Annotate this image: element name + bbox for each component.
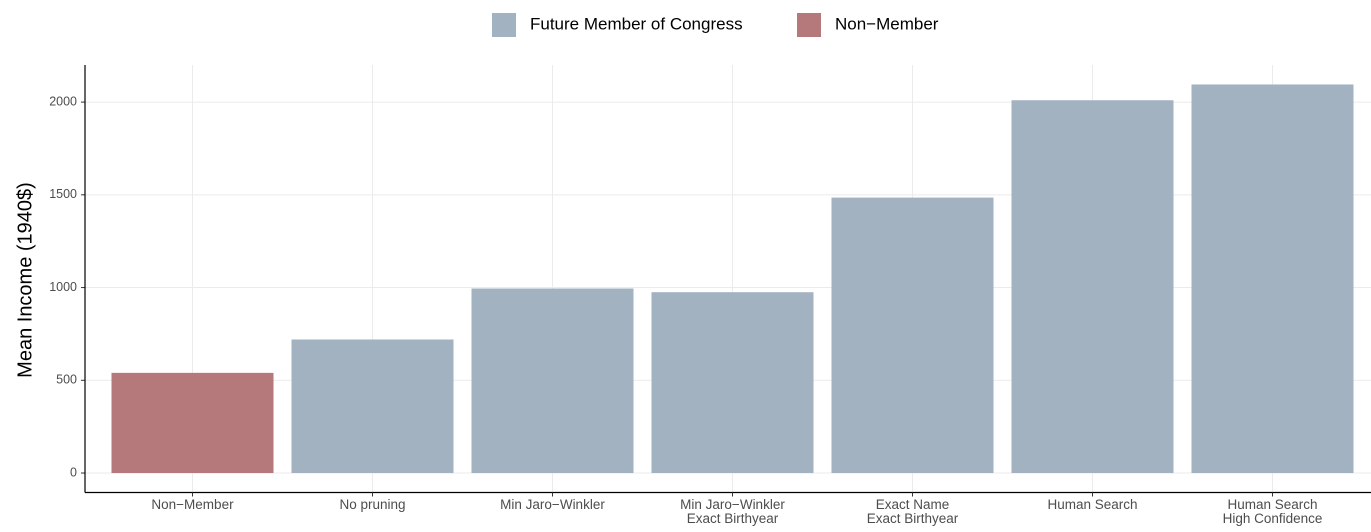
bar <box>651 292 814 474</box>
legend-label: Future Member of Congress <box>530 14 743 33</box>
x-tick-label: Min Jaro−Winkler <box>500 496 605 512</box>
x-tick-label: Exact Name Exact Birthyear <box>866 496 959 526</box>
x-tick-label: No pruning <box>339 496 406 512</box>
legend-swatch <box>492 13 516 37</box>
y-tick-label: 1500 <box>49 187 77 201</box>
x-tick-label: Min Jaro−Winkler Exact Birthyear <box>680 496 785 526</box>
legend-swatch <box>797 13 821 37</box>
bar <box>291 339 454 474</box>
y-tick-label: 0 <box>70 465 77 479</box>
x-tick-label: Human Search <box>1047 496 1138 512</box>
x-tick-label: Non−Member <box>151 496 234 512</box>
y-tick-label: 2000 <box>49 94 77 108</box>
legend-label: Non−Member <box>835 14 939 33</box>
bar <box>1011 100 1174 474</box>
bar <box>1191 84 1354 474</box>
x-tick-label: Human Search High Confidence <box>1222 496 1323 526</box>
bar <box>471 288 634 474</box>
y-tick-label: 1000 <box>49 280 77 294</box>
y-tick-label: 500 <box>56 373 77 387</box>
bar <box>831 197 994 474</box>
y-axis-label: Mean Income (1940$) <box>14 182 36 378</box>
bar <box>111 372 274 474</box>
